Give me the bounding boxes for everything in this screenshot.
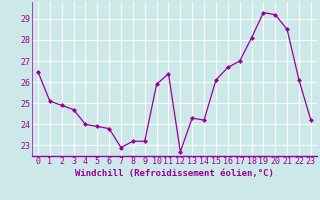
X-axis label: Windchill (Refroidissement éolien,°C): Windchill (Refroidissement éolien,°C) (75, 169, 274, 178)
